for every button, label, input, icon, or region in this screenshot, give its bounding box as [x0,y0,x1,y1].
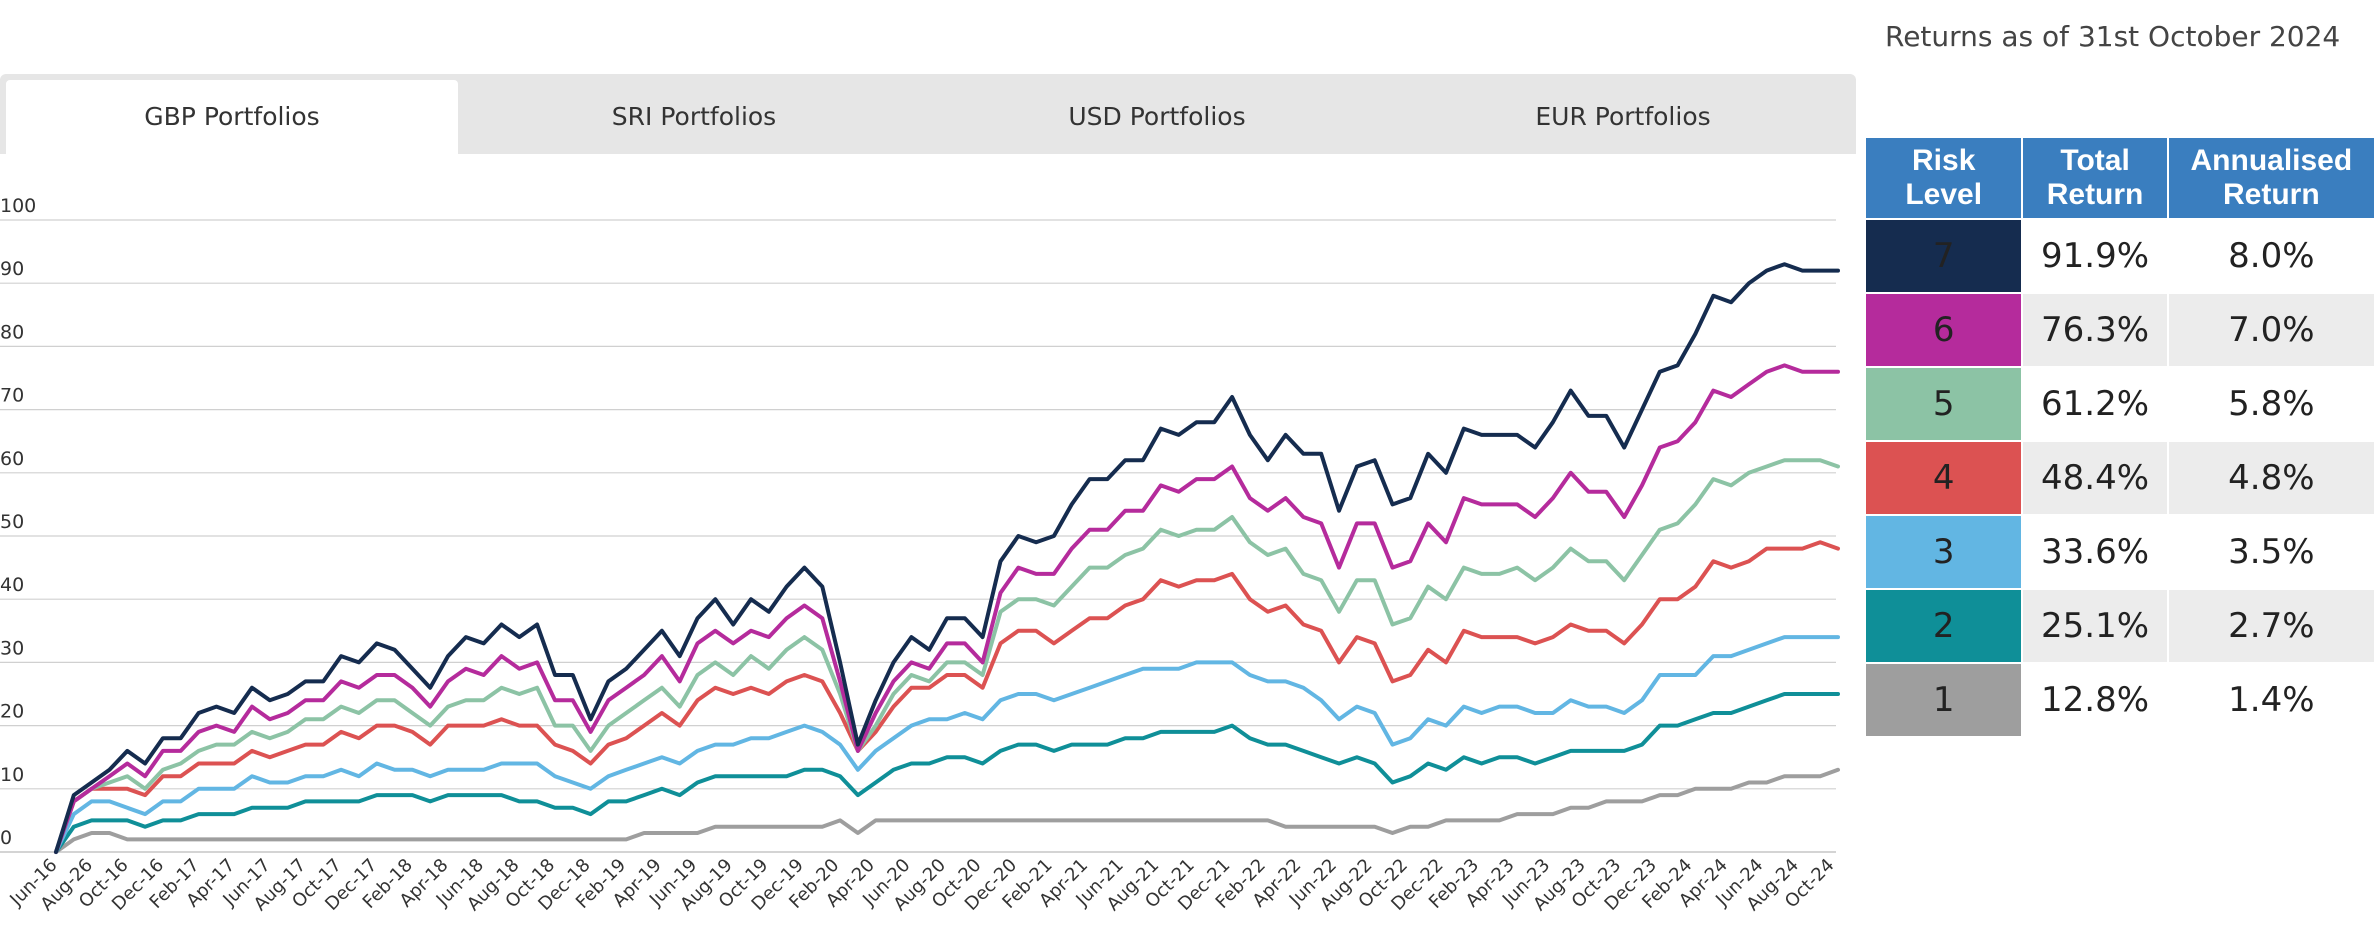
returns-row-2: 2 25.1% 2.7% [1866,590,2374,662]
y-tick-label: 60 [0,448,24,470]
returns-row-3: 3 33.6% 3.5% [1866,516,2374,588]
total-return-cell: 91.9% [2041,236,2150,276]
series-line-risk-6 [54,363,1840,854]
returns-line-chart: 0102030405060708090100Jun-16Aug-26Oct-16… [0,195,1840,915]
y-tick-label: 90 [0,258,24,280]
y-tick-label: 50 [0,511,24,533]
annualised-return-cell: 2.7% [2168,590,2374,662]
series-line-risk-5 [54,458,1840,854]
returns-row-5: 5 61.2% 5.8% [1866,368,2374,440]
tab-sri-portfolios[interactable]: SRI Portfolios [611,102,777,131]
total-return-cell: 76.3% [2023,294,2167,366]
series-line-risk-7 [54,262,1840,854]
risk-level-cell: 3 [1866,516,2022,588]
returns-table: Risk Level Total Return Annualised Retur… [1864,136,2376,738]
risk-level-cell: 7 [1866,220,2022,292]
risk-level-header: Risk Level [1866,138,2022,218]
annualised-return-cell: 7.0% [2168,294,2374,366]
total-return-cell: 12.8% [2041,680,2150,720]
series-line-risk-2 [54,692,1840,854]
risk-level-cell: 6 [1866,294,2022,366]
total-return-header: Total Return [2023,138,2167,218]
risk-level-cell: 2 [1866,590,2022,662]
series-line-risk-1 [54,767,1840,854]
y-tick-label: 80 [0,321,24,343]
y-tick-label: 100 [0,195,36,217]
annualised-return-cell: 8.0% [2228,236,2315,276]
portfolio-tab-bar: GBP Portfolios SRI Portfolios USD Portfo… [0,74,1856,154]
risk-level-cell: 1 [1866,664,2022,736]
y-tick-label: 20 [0,701,24,723]
total-return-cell: 25.1% [2023,590,2167,662]
y-tick-label: 70 [0,385,24,407]
tab-gbp-portfolios[interactable]: GBP Portfolios [6,80,458,154]
annualised-return-cell: 4.8% [2168,442,2374,514]
series-line-risk-4 [54,540,1840,854]
y-tick-label: 40 [0,574,24,596]
returns-row-7: 7 91.9% 8.0% [1866,220,2374,292]
total-return-cell: 33.6% [2041,532,2150,572]
series-line-risk-3 [54,635,1840,854]
annualised-return-header: Annualised Return [2168,138,2374,218]
returns-row-6: 6 76.3% 7.0% [1866,294,2374,366]
returns-row-4: 4 48.4% 4.8% [1866,442,2374,514]
total-return-cell: 61.2% [2041,384,2150,424]
total-return-cell: 48.4% [2023,442,2167,514]
risk-level-cell: 4 [1866,442,2022,514]
y-tick-label: 10 [0,764,24,786]
y-tick-label: 30 [0,637,24,659]
y-tick-label: 0 [0,827,12,849]
risk-level-cell: 5 [1866,368,2022,440]
returns-table-header: Risk Level Total Return Annualised Retur… [1866,138,2374,218]
tab-eur-portfolios[interactable]: EUR Portfolios [1535,102,1711,131]
returns-row-1: 1 12.8% 1.4% [1866,664,2374,736]
annualised-return-cell: 3.5% [2228,532,2315,572]
returns-as-of-date: Returns as of 31st October 2024 [1885,20,2341,53]
annualised-return-cell: 1.4% [2228,680,2315,720]
annualised-return-cell: 5.8% [2228,384,2315,424]
tab-usd-portfolios[interactable]: USD Portfolios [1068,102,1246,131]
